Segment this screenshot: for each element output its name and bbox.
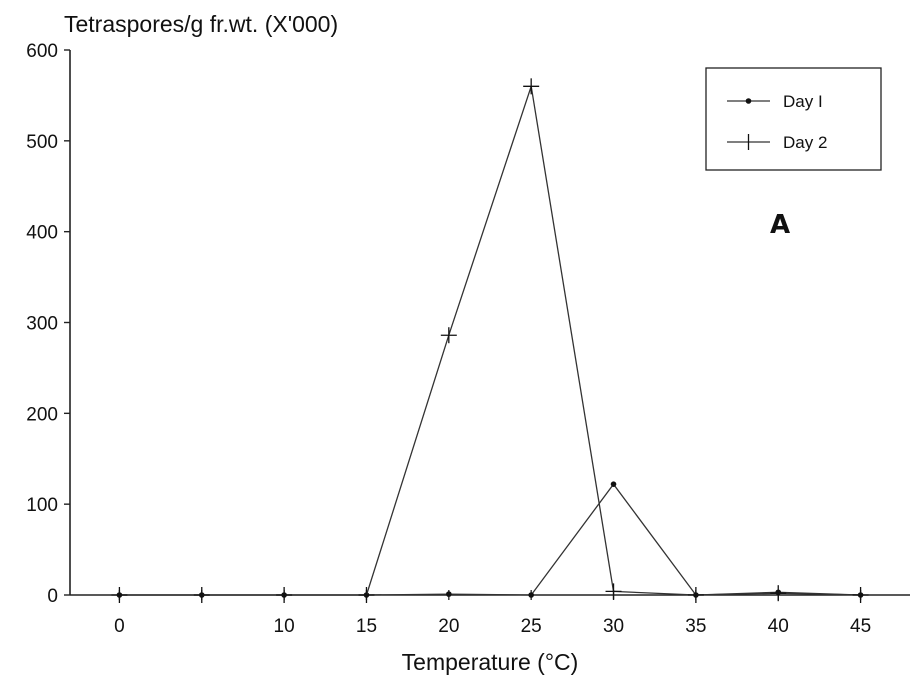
y-tick-label: 500 — [26, 132, 58, 153]
x-tick-label: 10 — [274, 616, 295, 637]
y-tick-label: 300 — [26, 314, 58, 335]
data-point-plus — [358, 587, 375, 603]
data-point-dot — [528, 592, 534, 598]
x-tick-label: 30 — [603, 616, 624, 637]
x-tick-label: 0 — [114, 616, 125, 637]
x-tick-label: 35 — [685, 616, 706, 637]
x-tick-label: 20 — [438, 616, 459, 637]
y-tick-label: 0 — [47, 586, 58, 607]
data-point-plus — [523, 78, 540, 95]
y-tick-label: 200 — [26, 404, 58, 425]
data-point-plus — [276, 587, 293, 603]
data-point-plus — [605, 583, 622, 600]
legend-label: Day 2 — [783, 133, 827, 152]
x-axis-title: Temperature (°C) — [402, 649, 579, 675]
series-2 — [111, 78, 869, 603]
series-line — [119, 86, 861, 596]
series-line — [119, 483, 861, 596]
data-point-plus — [111, 587, 128, 603]
y-tick-label: 600 — [26, 41, 58, 62]
x-tick-label: 25 — [521, 616, 542, 637]
data-point-plus — [193, 587, 210, 603]
legend: Day I Day 2 — [705, 67, 882, 171]
legend-box — [705, 67, 882, 171]
data-point-plus — [852, 587, 869, 603]
data-point-plus — [440, 327, 457, 344]
x-tick-label: 40 — [768, 616, 789, 637]
data-point-plus — [687, 587, 704, 603]
x-tick-label: 45 — [850, 616, 871, 637]
data-point-dot — [610, 481, 617, 487]
x-tick-label: 15 — [356, 616, 377, 637]
y-tick-label: 100 — [26, 495, 58, 516]
data-point-dot — [446, 591, 452, 597]
legend-marker-dot — [745, 98, 752, 104]
series-layer — [111, 78, 869, 603]
panel-label: A — [770, 210, 790, 240]
series-1 — [116, 481, 864, 598]
y-axis-title: Tetraspores/g fr.wt. (X'000) — [64, 11, 338, 37]
legend-label: Day I — [783, 92, 823, 111]
data-point-plus — [770, 585, 787, 602]
y-tick-label: 400 — [26, 223, 58, 244]
